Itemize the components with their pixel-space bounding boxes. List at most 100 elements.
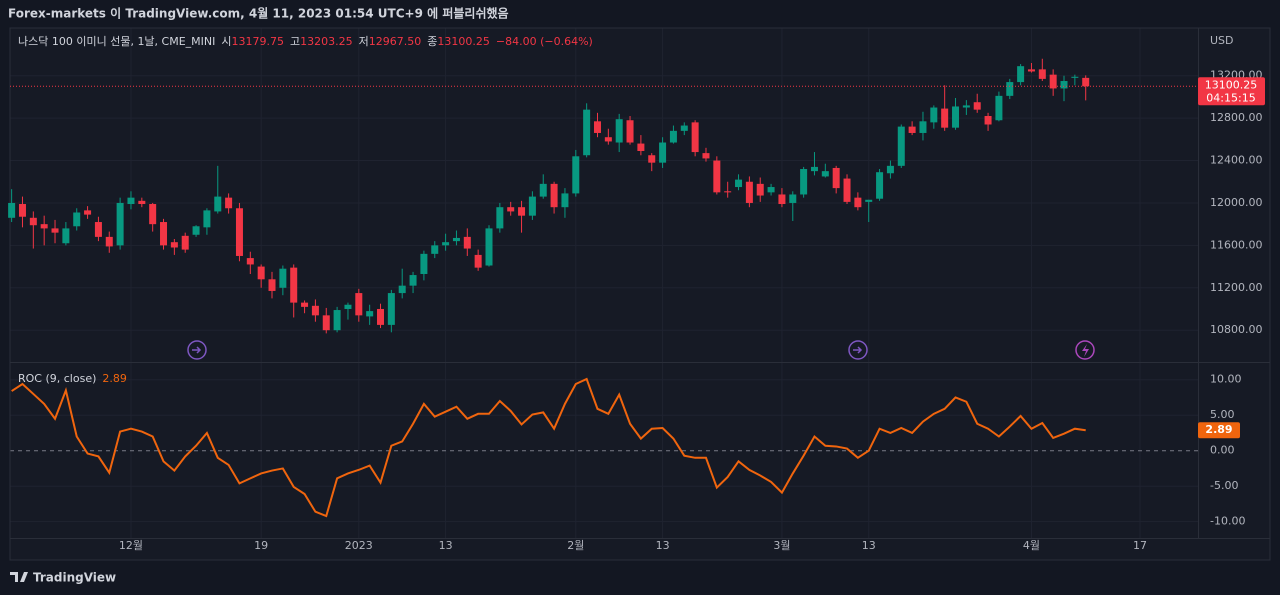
- candle-body: [886, 165, 894, 174]
- candle-body: [604, 137, 612, 142]
- legend-text: 저: [359, 35, 369, 48]
- y-tick-label: 0.00: [1210, 444, 1235, 457]
- y-tick-label: 12400.00: [1210, 154, 1263, 167]
- candle-body: [876, 172, 884, 199]
- candle-body: [648, 155, 656, 163]
- x-tick-label: 17: [1133, 539, 1147, 552]
- candle-body: [496, 207, 504, 229]
- header-title: Forex-markets 이 TradingView.com, 4월 11, …: [8, 6, 509, 21]
- logo-mark: [10, 572, 28, 582]
- candle-body: [800, 169, 808, 195]
- candle-body: [691, 122, 699, 153]
- candle-body: [311, 305, 319, 316]
- y-tick-label: -5.00: [1210, 479, 1238, 492]
- legend-text: 12967.50: [369, 35, 422, 48]
- last-price-tag: [1198, 77, 1265, 106]
- candle-body: [203, 210, 211, 228]
- candle-body: [474, 254, 482, 268]
- candle-body: [865, 199, 873, 202]
- candle-body: [420, 253, 428, 274]
- candle-body: [1060, 81, 1068, 89]
- candle-body: [669, 130, 677, 143]
- legend-text: 13100.25: [437, 35, 490, 48]
- candle-body: [170, 242, 178, 248]
- candle-body: [290, 267, 298, 303]
- candle-body: [431, 245, 439, 254]
- roc-value-tag: [1198, 422, 1240, 439]
- candle-body: [105, 236, 113, 247]
- candle-body: [778, 194, 786, 205]
- candle-body: [962, 105, 970, 108]
- candle-body: [192, 226, 200, 235]
- legend-text: 13179.75: [232, 35, 285, 48]
- candle-body: [452, 237, 460, 242]
- candle-body: [518, 207, 526, 216]
- candle-body: [1049, 74, 1057, 89]
- candle-body: [387, 293, 395, 325]
- candle-body: [235, 208, 243, 256]
- legend-text: 고: [290, 35, 300, 48]
- legend-text: 나스닥 100 이미니 선물, 1날, CME_MINI: [18, 35, 215, 48]
- candle-body: [550, 183, 558, 208]
- candle-body: [528, 196, 536, 216]
- candle-body: [398, 285, 406, 294]
- candle-body: [539, 183, 547, 197]
- event-icon[interactable]: [1075, 340, 1095, 360]
- candle-body: [659, 142, 667, 163]
- legend-text: 시: [221, 35, 231, 48]
- candle-body: [127, 197, 135, 205]
- roc-value-label: 2.89: [1205, 423, 1232, 436]
- candle-body: [615, 119, 623, 143]
- plot-background: [10, 28, 1270, 560]
- candle-body: [756, 183, 764, 196]
- frame: [9, 27, 1271, 561]
- candle-body: [333, 310, 341, 331]
- roc-legend: ROC (9, close) 2.89: [18, 372, 127, 385]
- candle-body: [930, 107, 938, 123]
- candle-body: [73, 212, 81, 227]
- candle-body: [821, 171, 829, 177]
- legend-text: −84.00 (−0.64%): [496, 35, 593, 48]
- candle-body: [322, 315, 330, 331]
- candle-body: [724, 191, 732, 193]
- event-icon[interactable]: [187, 340, 207, 360]
- candle-body: [181, 235, 189, 250]
- candle-body: [279, 268, 287, 288]
- candle-body: [366, 311, 374, 317]
- candle-body: [735, 179, 743, 188]
- currency: USD: [1210, 34, 1234, 47]
- candle-body: [984, 116, 992, 125]
- candle-body: [94, 222, 102, 237]
- grid: [10, 28, 1198, 538]
- candle-body: [409, 275, 417, 286]
- candle-body: [257, 266, 265, 280]
- candle-body: [713, 160, 721, 193]
- candle-body: [973, 102, 981, 110]
- candle-body: [626, 120, 634, 143]
- y-tick-label: 12000.00: [1210, 196, 1263, 209]
- candle-body: [897, 126, 905, 166]
- y-tick-label: 10800.00: [1210, 323, 1263, 336]
- candle-body: [583, 109, 591, 156]
- candle-body: [1071, 76, 1079, 78]
- legend-text: 13203.25: [300, 35, 353, 48]
- candles: [8, 58, 1090, 334]
- y-tick-label: 10.00: [1210, 373, 1242, 386]
- candle-body: [377, 308, 385, 325]
- candle-body: [810, 166, 818, 172]
- y-tick-label: -10.00: [1210, 515, 1245, 528]
- x-tick-label: 13: [656, 539, 670, 552]
- x-tick-label: 3월: [773, 539, 790, 552]
- x-tick-label: 4월: [1023, 539, 1040, 552]
- candle-body: [442, 242, 450, 246]
- x-tick-label: 2023: [345, 539, 373, 552]
- event-icon-glyph: [1082, 344, 1089, 357]
- candle-body: [51, 228, 59, 233]
- y-tick-label: 12800.00: [1210, 111, 1263, 124]
- candle-body: [344, 304, 352, 309]
- x-tick-label: 13: [862, 539, 876, 552]
- event-icon[interactable]: [848, 340, 868, 360]
- candle-body: [854, 197, 862, 208]
